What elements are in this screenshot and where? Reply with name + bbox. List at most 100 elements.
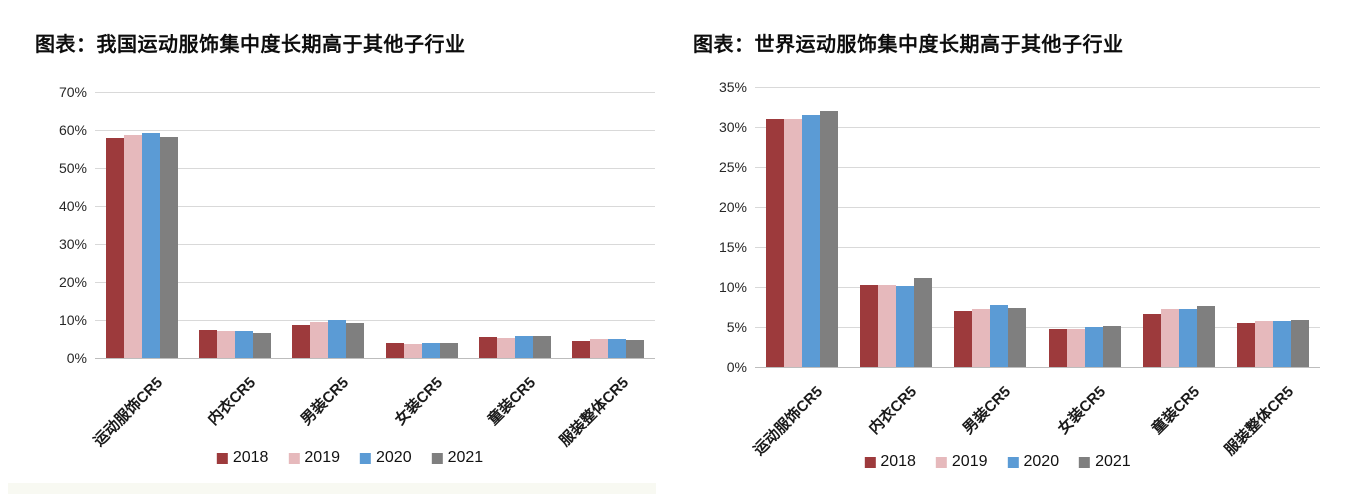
- bar-2021-cat2: [346, 323, 364, 358]
- y-axis-tick-label: 10%: [58, 312, 87, 328]
- bar-2021-cat4: [1197, 306, 1215, 367]
- bar-2019-cat4: [497, 338, 515, 358]
- y-axis-tick-label: 0%: [66, 350, 87, 366]
- legend-item-2019: 2019: [288, 449, 340, 467]
- bar-2021-cat3: [1103, 326, 1121, 367]
- bar-2021-cat5: [626, 340, 644, 358]
- bar-2020-cat4: [1179, 309, 1197, 367]
- bar-2018-cat4: [1143, 314, 1161, 367]
- legend-item-2018: 2018: [864, 453, 916, 471]
- legend-item-2018: 2018: [216, 449, 269, 467]
- legend-swatch-2019: [288, 452, 300, 464]
- y-axis-tick-label: 20%: [718, 199, 747, 215]
- category-label: 服装整体CR5: [556, 374, 633, 450]
- bar-2018-cat1: [860, 285, 878, 367]
- y-axis-tick-label: 40%: [58, 198, 87, 214]
- bar-2018-cat0: [106, 138, 124, 358]
- y-axis-tick-label: 5%: [726, 319, 747, 335]
- world-cr5-concentration-chart: 图表：世界运动服饰集中度长期高于其他子行业 0% 5% 10% 15% 20% 25% 30…: [688, 25, 1357, 490]
- china-cr5-concentration-chart: 图表：我国运动服饰集中度长期高于其他子行业 0% 10% 20% 30% 40% 50% 6…: [30, 25, 680, 490]
- legend-label-2021: 2021: [1095, 453, 1131, 470]
- bar-2021-cat1: [914, 278, 932, 367]
- legend-item-2020: 2020: [1007, 453, 1060, 471]
- category-label: 内衣CR5: [865, 383, 921, 438]
- bar-2018-cat2: [292, 325, 310, 358]
- bar-2021-cat4: [533, 336, 551, 358]
- bar-2021-cat5: [1291, 320, 1309, 367]
- y-axis-tick-label: 50%: [58, 160, 87, 176]
- chart-title-china: 图表：我国运动服饰集中度长期高于其他子行业: [35, 34, 466, 56]
- bar-2020-cat3: [1085, 327, 1103, 367]
- bar-2020-cat2: [328, 320, 346, 358]
- chart-legend: 2018 2019 2020 2021: [216, 449, 484, 467]
- bar-2018-cat3: [386, 343, 404, 358]
- legend-label-2020: 2020: [376, 449, 412, 466]
- bar-2019-cat5: [590, 339, 608, 358]
- legend-swatch-2020: [1007, 456, 1019, 468]
- plot-area-china: 0% 10% 20% 30% 40% 50% 60% 70% 运动服饰CR5 内衣CR5 男装CR5…: [30, 25, 680, 490]
- bar-2019-cat1: [878, 285, 896, 367]
- legend-label-2021: 2021: [447, 449, 484, 466]
- legend-label-2020: 2020: [1023, 453, 1060, 470]
- bar-2019-cat2: [972, 309, 990, 367]
- legend-item-2019: 2019: [935, 453, 988, 471]
- bar-2019-cat4: [1161, 309, 1179, 367]
- category-label: 服装整体CR5: [1221, 383, 1298, 459]
- gridline: [95, 130, 655, 131]
- bar-2019-cat3: [404, 344, 422, 358]
- gridline: [755, 167, 1320, 168]
- bar-2020-cat0: [142, 133, 160, 358]
- gridline: [95, 206, 655, 207]
- plot-area-world: 0% 5% 10% 15% 20% 25% 30% 35% 运动服饰CR5 内衣CR5 男装CR5 女…: [688, 25, 1357, 490]
- bar-2020-cat0: [802, 115, 820, 367]
- legend-label-2018: 2018: [232, 449, 269, 466]
- bar-2018-cat2: [954, 311, 972, 367]
- legend-label-2018: 2018: [880, 453, 916, 470]
- category-label: 女装CR5: [391, 374, 446, 429]
- bar-2018-cat1: [199, 330, 217, 358]
- legend-label-2019: 2019: [951, 453, 988, 470]
- bar-2020-cat2: [990, 305, 1008, 367]
- legend-item-2021: 2021: [431, 449, 484, 467]
- gridline: [755, 127, 1320, 128]
- legend-swatch-2021: [1079, 456, 1091, 468]
- y-axis-tick-label: 25%: [718, 159, 747, 175]
- y-axis-tick-label: 10%: [718, 279, 747, 295]
- chart-legend: 2018 2019 2020 2021: [864, 453, 1131, 471]
- legend-swatch-2021: [431, 452, 443, 464]
- bar-2021-cat1: [253, 333, 271, 358]
- bar-2019-cat3: [1067, 329, 1085, 367]
- y-axis-tick-label: 15%: [718, 239, 747, 255]
- bar-2020-cat5: [1273, 321, 1291, 367]
- chart-title-world: 图表：世界运动服饰集中度长期高于其他子行业: [693, 34, 1124, 56]
- category-label: 运动服饰CR5: [750, 383, 827, 459]
- legend-item-2021: 2021: [1079, 453, 1131, 471]
- bar-2019-cat0: [124, 135, 142, 358]
- bar-2021-cat2: [1008, 308, 1026, 367]
- y-axis-tick-label: 35%: [718, 79, 747, 95]
- gridline: [755, 287, 1320, 288]
- gridline: [95, 320, 655, 321]
- y-axis-tick-label: 60%: [58, 122, 87, 138]
- y-axis-tick-label: 20%: [58, 274, 87, 290]
- bar-2020-cat1: [896, 286, 914, 367]
- gridline: [95, 244, 655, 245]
- y-axis-tick-label: 0%: [726, 359, 747, 375]
- category-label: 运动服饰CR5: [90, 374, 166, 450]
- legend-swatch-2018: [864, 456, 876, 468]
- bar-2020-cat4: [515, 336, 533, 358]
- category-label: 童装CR5: [484, 374, 540, 429]
- x-axis-line: [95, 358, 655, 359]
- y-axis-tick-label: 70%: [58, 84, 87, 100]
- legend-label-2019: 2019: [304, 449, 340, 466]
- category-label: 童装CR5: [1148, 383, 1203, 438]
- bar-2021-cat3: [440, 343, 458, 358]
- y-axis-tick-label: 30%: [718, 119, 747, 135]
- bar-2018-cat0: [766, 119, 784, 367]
- gridline: [95, 168, 655, 169]
- x-axis-line: [755, 367, 1320, 368]
- gridline: [755, 327, 1320, 328]
- bar-2019-cat2: [310, 322, 328, 358]
- category-label: 女装CR5: [1054, 383, 1109, 438]
- category-label: 男装CR5: [960, 383, 1015, 438]
